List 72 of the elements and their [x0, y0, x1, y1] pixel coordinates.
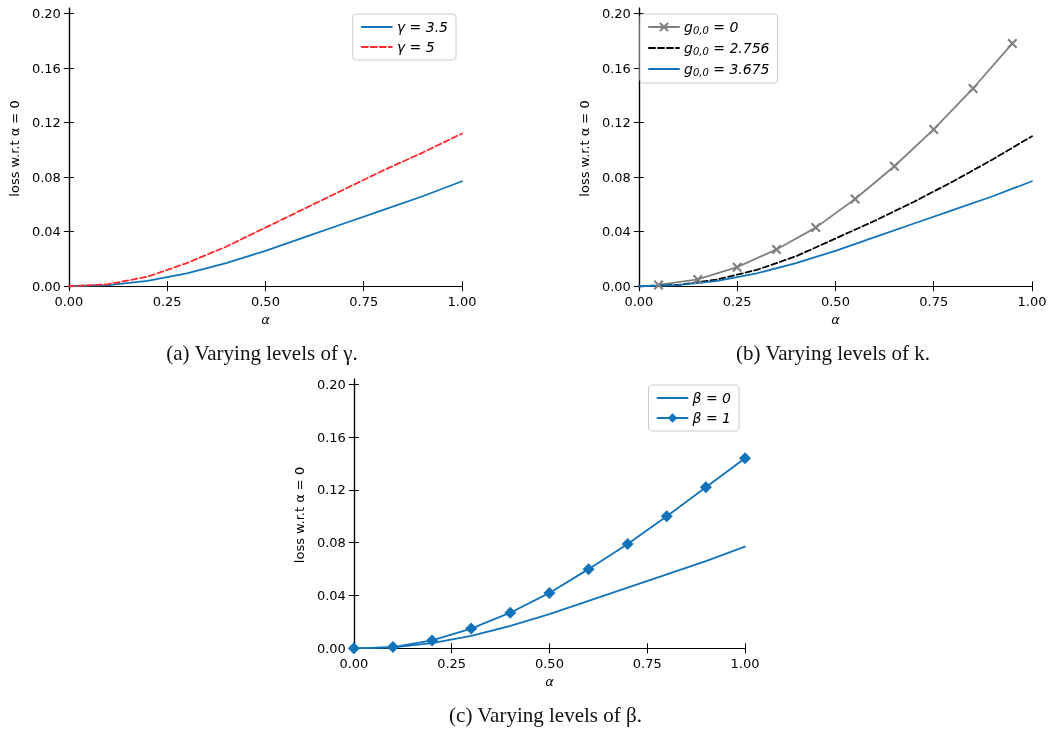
point	[386, 641, 399, 654]
y-tick-label: 0.00	[601, 278, 631, 294]
x-tick-label: 0.50	[820, 294, 850, 309]
legend-label: g0,0 = 3.675	[684, 61, 770, 78]
point	[465, 622, 478, 635]
y-tick-label: 0.04	[31, 224, 61, 240]
legend-label: β = 0	[691, 390, 732, 406]
point	[928, 124, 939, 135]
y-tick-label: 0.04	[316, 588, 346, 604]
point	[771, 244, 782, 255]
y-axis-title: loss w.r.t α = 0	[7, 100, 22, 197]
y-tick-label: 0.00	[316, 640, 346, 656]
x-axis-title: α	[261, 311, 271, 327]
point	[543, 586, 556, 599]
y-tick-label: 0.00	[31, 278, 61, 294]
legend-label: g0,0 = 0	[684, 19, 739, 36]
point	[739, 452, 751, 465]
point	[621, 538, 634, 551]
x-tick-label: 0.75	[919, 294, 949, 309]
point	[347, 642, 360, 655]
x-tick-label: 0.00	[54, 294, 84, 309]
y-axis-title: loss w.r.t α = 0	[292, 466, 307, 564]
y-tick-label: 0.20	[31, 5, 61, 21]
text: (a) Varying levels of γ.	[165, 341, 359, 366]
point	[889, 161, 900, 172]
legend-label: β = 1	[691, 410, 732, 426]
y-tick-label: 0.08	[31, 169, 61, 185]
y-axis-title: loss w.r.t α = 0	[577, 100, 592, 197]
point	[699, 481, 712, 494]
x-axis-title: α	[545, 673, 555, 689]
point	[660, 510, 673, 523]
line-series	[67, 132, 463, 288]
text: (c) Varying levels of β.	[448, 703, 643, 728]
point	[850, 193, 861, 204]
y-tick-label: 0.12	[601, 115, 631, 131]
point	[968, 83, 979, 94]
y-tick-label: 0.12	[31, 115, 61, 131]
x-tick-label: 0.50	[534, 656, 564, 671]
line-series	[637, 180, 1033, 288]
x-tick-label: 0.00	[624, 294, 654, 309]
legend-label: γ = 3.5	[396, 19, 449, 35]
point	[426, 634, 439, 647]
y-tick-label: 0.16	[316, 429, 346, 445]
y-tick-label: 0.20	[316, 376, 346, 392]
point	[692, 274, 703, 285]
x-tick-label: 0.25	[722, 294, 752, 309]
x-tick-label: 1.00	[447, 294, 477, 309]
x-tick-label: 0.75	[632, 656, 662, 671]
x-tick-label: 1.00	[1017, 294, 1047, 309]
y-tick-label: 0.04	[601, 224, 631, 240]
text: (b) Varying levels of k.	[735, 341, 931, 366]
y-tick-label: 0.08	[601, 169, 631, 185]
x-tick-label: 0.50	[250, 294, 280, 309]
y-tick-label: 0.20	[601, 5, 631, 21]
y-tick-label: 0.08	[316, 535, 346, 551]
legend-label: γ = 5	[396, 39, 435, 55]
point	[810, 222, 821, 233]
x-tick-label: 0.25	[152, 294, 182, 309]
point	[1007, 38, 1018, 49]
x-tick-label: 1.00	[730, 656, 760, 671]
point	[653, 279, 664, 290]
x-tick-label: 0.75	[349, 294, 379, 309]
x-tick-label: 0.25	[437, 656, 467, 671]
point	[732, 262, 743, 273]
point	[504, 606, 517, 619]
y-tick-label: 0.12	[316, 482, 346, 498]
y-tick-label: 0.16	[601, 60, 631, 76]
x-axis-title: α	[831, 311, 841, 327]
legend-label: g0,0 = 2.756	[684, 40, 770, 57]
y-tick-label: 0.16	[31, 60, 61, 76]
point	[582, 563, 595, 576]
x-tick-label: 0.00	[339, 656, 369, 671]
